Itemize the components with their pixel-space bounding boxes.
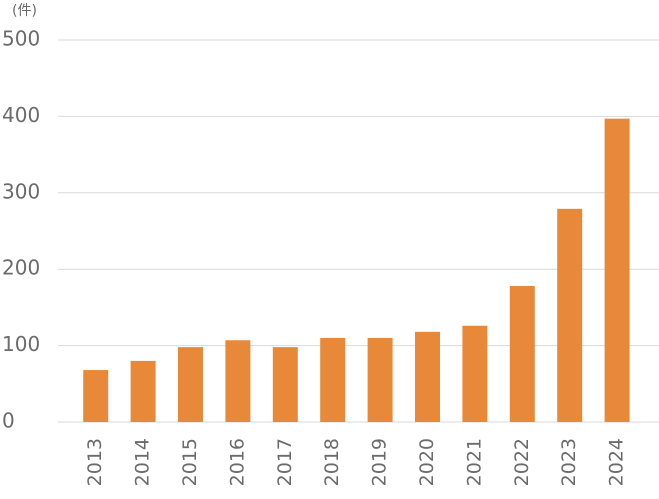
bar [130, 360, 156, 422]
y-tick-label: 300 [2, 179, 40, 203]
x-tick-label: 2022 [511, 438, 533, 486]
bar [509, 286, 535, 422]
x-tick-label: 2013 [84, 438, 106, 486]
y-tick-label: 200 [2, 256, 40, 280]
x-tick-label: 2017 [274, 438, 296, 486]
y-tick-label: 100 [2, 332, 40, 356]
x-tick-label: 2014 [132, 438, 154, 486]
x-tick-label: 2020 [416, 438, 438, 486]
x-tick-label: 2015 [179, 438, 201, 486]
x-tick-label: 2016 [226, 438, 248, 486]
bar [462, 325, 488, 422]
y-tick-label: 0 [2, 409, 15, 433]
bar [604, 118, 630, 422]
x-tick-label: 2019 [369, 438, 391, 486]
y-tick-label: 500 [2, 27, 40, 51]
bar [320, 337, 346, 422]
bar [225, 340, 251, 422]
bar [272, 347, 298, 422]
x-tick-label: 2023 [558, 438, 580, 486]
bar [83, 370, 109, 422]
x-tick-label: 2024 [606, 438, 628, 486]
bar [557, 208, 583, 422]
x-tick-label: 2021 [463, 438, 485, 486]
y-tick-label: 400 [2, 103, 40, 127]
bar [367, 337, 393, 422]
unit-label: (件) [12, 3, 37, 19]
x-tick-label: 2018 [321, 438, 343, 486]
bar [415, 331, 440, 422]
bar [178, 347, 203, 422]
